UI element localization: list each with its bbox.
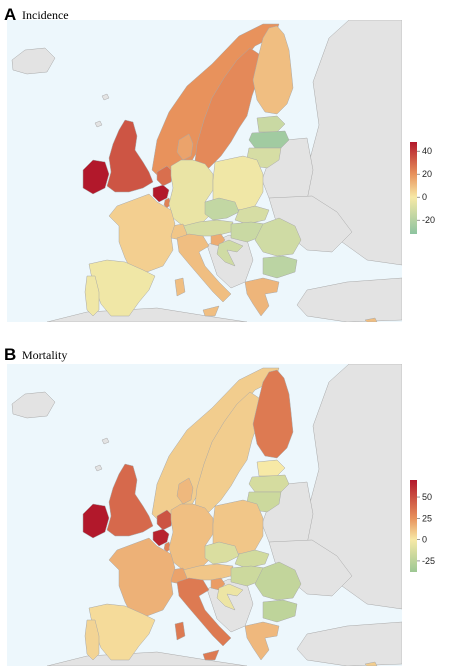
legend-tick-label: 25 — [422, 513, 432, 523]
panel-title: Mortality — [22, 348, 68, 362]
panel-label: B — [4, 345, 17, 364]
legend-tick-label: 0 — [422, 192, 427, 202]
legend-colorbar — [410, 142, 417, 234]
country-slovakia — [234, 549, 270, 569]
legend-tick-label: -20 — [422, 215, 435, 225]
country-estonia — [256, 459, 286, 477]
no-data-region — [101, 437, 110, 445]
country-slovakia — [234, 205, 270, 225]
country-italy — [174, 577, 232, 661]
legend-incidence: 40 20 0 -20 — [410, 142, 435, 234]
country-france — [108, 193, 176, 273]
legend-tick-label: 0 — [422, 535, 427, 545]
country-france — [108, 537, 176, 617]
legend-tick-label: 50 — [422, 492, 432, 502]
country-croatia — [216, 583, 244, 611]
map-incidence — [7, 20, 402, 322]
country-bulgaria — [262, 255, 298, 279]
legend-tick-label: 40 — [422, 146, 432, 156]
country-germany — [168, 503, 214, 571]
country-greece — [244, 277, 280, 317]
country-greece — [244, 621, 280, 661]
country-romania — [254, 561, 302, 601]
country-latvia — [248, 474, 290, 493]
country-ireland — [82, 503, 110, 539]
country-portugal — [84, 275, 100, 317]
map-mortality — [7, 364, 402, 666]
country-belgium — [152, 184, 170, 203]
country-estonia — [256, 115, 286, 133]
country-italy — [174, 233, 232, 317]
no-data-region — [94, 120, 103, 128]
panel-label: A — [4, 5, 17, 24]
country-finland — [252, 369, 294, 459]
country-cyprus — [364, 661, 378, 666]
country-latvia — [248, 130, 290, 149]
country-czechia — [204, 541, 240, 565]
country-finland — [252, 25, 294, 115]
panel-title: Incidence — [22, 8, 69, 22]
legend-tick-label: -25 — [422, 556, 435, 566]
country-cyprus — [364, 317, 378, 322]
country-ireland — [82, 159, 110, 195]
country-germany — [168, 159, 214, 227]
country-romania — [254, 217, 302, 257]
country-netherlands — [156, 509, 174, 531]
no-data-region — [11, 391, 56, 419]
country-united-kingdom — [106, 119, 154, 193]
country-croatia — [216, 239, 244, 267]
no-data-region — [94, 464, 103, 472]
country-denmark — [176, 477, 194, 505]
legend-mortality: 50 25 0 -25 — [410, 480, 435, 572]
legend-colorbar — [410, 480, 417, 572]
legend-tick-label: 20 — [422, 169, 432, 179]
no-data-region — [11, 47, 56, 75]
country-belgium — [152, 528, 170, 547]
country-bulgaria — [262, 599, 298, 623]
country-portugal — [84, 619, 100, 661]
no-data-region — [101, 93, 110, 101]
country-denmark — [176, 133, 194, 161]
country-united-kingdom — [106, 463, 154, 537]
country-czechia — [204, 197, 240, 221]
country-netherlands — [156, 165, 174, 187]
